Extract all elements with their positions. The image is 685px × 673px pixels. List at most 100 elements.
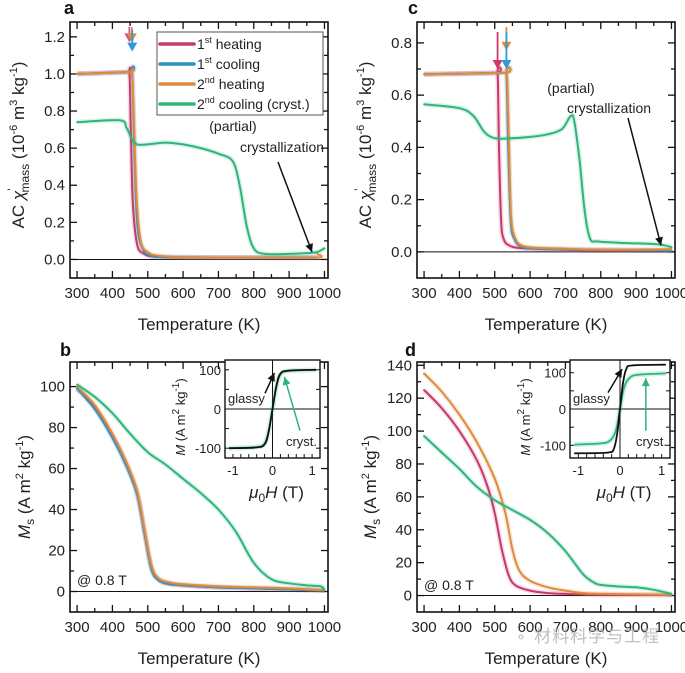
panel-d: 300 400 500 600 700 800 900 1000020406080100120… (360, 340, 685, 668)
panel-label: b (60, 340, 71, 360)
panel-a: 300 400 500 600 700 800 900 1000 0.0 0.2 0.4 0.6 0.8… (5, 0, 341, 334)
inset-x-tick-label: 0 (269, 463, 276, 478)
x-tick-label: 300 (412, 619, 437, 636)
y-tick-label: 40 (48, 502, 65, 519)
panel-b: 300 400 500 600 700 800 900 1000020406080100Tem… (14, 340, 341, 668)
panel-label: d (405, 340, 416, 360)
legend-label: 2nd cooling (cryst.) (197, 95, 310, 112)
y-tick-label: 0.8 (391, 35, 412, 52)
annotation-crystallization: crystallization (240, 139, 324, 155)
x-tick-label: 800 (241, 619, 266, 636)
x-tick-label: 500 (482, 285, 507, 302)
y-axis-label: Ms (A m2 kg-1) (360, 435, 383, 539)
y-tick-label: 1.0 (44, 66, 65, 83)
inset-hysteresis: -1 0 1 -100 0 100 μ0H (T) M (A m2 kg-1) glassy cr… (171, 359, 321, 505)
inset-y-tick-label: 100 (199, 363, 221, 378)
crystallization-arrow-line (277, 161, 313, 253)
transition-marker-arrow (501, 60, 512, 70)
x-tick-label: 600 (518, 619, 543, 636)
inset-x-tick-label: -1 (227, 463, 239, 478)
inset-series-glassy (228, 368, 317, 450)
series-line-1st-cooling (76, 387, 326, 592)
y-tick-label: 0.0 (44, 251, 65, 268)
x-tick-label: 1000 (655, 619, 685, 636)
plot-frame (69, 361, 329, 613)
y-tick-label: 120 (387, 390, 412, 407)
x-tick-label: 700 (206, 619, 231, 636)
x-axis-label: Temperature (K) (485, 649, 608, 668)
inset-label-glassy: glassy (228, 391, 265, 406)
series-line-2nd-heating (423, 372, 673, 596)
y-tick-label: 0.6 (391, 87, 412, 104)
x-tick-label: 900 (277, 619, 302, 636)
x-tick-label: 700 (206, 285, 231, 302)
x-tick-label: 900 (624, 619, 649, 636)
x-tick-label: 800 (588, 619, 613, 636)
panel-c: 300 400 500 600 700 800 900 1000 0.0 0.2 0.4 0.6 0.8… (352, 0, 685, 334)
watermark: ⚬ 材料科学与工程 (515, 622, 660, 647)
y-axis-label: Ms (A m2 kg-1) (14, 435, 37, 539)
y-axis-label: AC χ'mass (10-6 m3 kg-1) (5, 62, 32, 229)
y-tick-label: 80 (395, 456, 412, 473)
panel-label: a (64, 0, 75, 18)
x-tick-label: 300 (412, 285, 437, 302)
inset-x-tick-label: 0 (616, 463, 623, 478)
y-tick-label: 0.2 (391, 192, 412, 209)
x-tick-label: 600 (171, 285, 196, 302)
inset-label-cryst: cryst. (286, 434, 317, 449)
inset-x-axis-label: μ0H (T) (248, 483, 304, 505)
series-line-2nd-heating (76, 385, 326, 592)
legend-label: 1st cooling (197, 55, 260, 72)
inset-y-tick-label: -100 (540, 438, 566, 453)
y-tick-label: 0.4 (44, 177, 65, 194)
y-tick-label: 0 (57, 584, 65, 601)
series-line-2nd-cooling-cryst- (423, 435, 673, 595)
x-axis-label: Temperature (K) (138, 649, 261, 668)
y-tick-label: 0.0 (391, 244, 412, 261)
annotation-partial: (partial) (209, 118, 256, 134)
inset-x-tick-label: -1 (573, 463, 585, 478)
panel-label: c (408, 0, 418, 18)
inset-hysteresis: -1 0 1 -100 0 100 μ0H (T) M (A m2 kg-1) glassy cr… (516, 359, 671, 505)
annotation-crystallization: crystallization (567, 100, 651, 116)
y-tick-label: 140 (387, 357, 412, 374)
y-tick-label: 60 (48, 461, 65, 478)
legend-label: 2nd heating (197, 75, 265, 92)
watermark-text: 材料科学与工程 (534, 627, 661, 647)
crystallization-arrow (655, 236, 663, 246)
x-tick-label: 400 (447, 619, 472, 636)
transition-marker-arrow (127, 42, 138, 52)
x-tick-label: 800 (588, 285, 613, 302)
x-tick-label: 400 (100, 619, 125, 636)
cryst-arrow (282, 376, 291, 386)
x-tick-label: 300 (65, 285, 90, 302)
inset-y-tick-label: 0 (214, 402, 221, 417)
glassy-arrow (267, 372, 275, 382)
x-tick-label: 900 (277, 285, 302, 302)
x-tick-label: 900 (624, 285, 649, 302)
crystallization-arrow (305, 243, 313, 253)
x-tick-label: 500 (135, 285, 160, 302)
x-tick-label: 1000 (308, 619, 341, 636)
annotation-partial: (partial) (547, 80, 594, 96)
y-tick-label: 0.8 (44, 103, 65, 120)
y-tick-label: 100 (40, 379, 65, 396)
plot-frame (416, 21, 676, 279)
x-tick-label: 1000 (308, 285, 341, 302)
x-axis-label: Temperature (K) (138, 315, 261, 334)
x-tick-label: 400 (100, 285, 125, 302)
series-line-2nd-cooling-cryst- (423, 103, 673, 249)
x-tick-label: 700 (553, 619, 578, 636)
x-tick-label: 800 (241, 285, 266, 302)
x-axis-label: Temperature (K) (485, 315, 608, 334)
x-tick-label: 500 (482, 619, 507, 636)
x-tick-label: 1000 (655, 285, 685, 302)
y-tick-label: 0.4 (391, 139, 412, 156)
field-label: @ 0.8 T (77, 572, 127, 588)
transition-marker-arrow (492, 60, 503, 70)
y-tick-label: 40 (395, 522, 412, 539)
x-tick-label: 500 (135, 619, 160, 636)
series-line-1st-heating (423, 389, 673, 597)
inset-x-tick-label: 1 (658, 463, 665, 478)
